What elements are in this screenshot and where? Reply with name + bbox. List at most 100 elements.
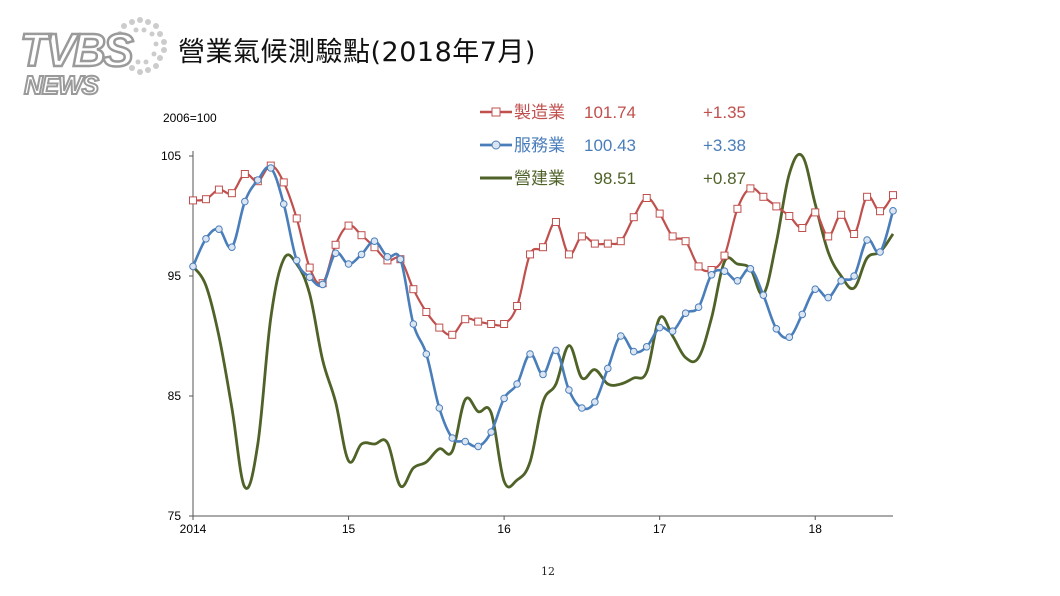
data-point bbox=[694, 303, 703, 312]
data-point bbox=[461, 315, 470, 324]
x-tick-label: 15 bbox=[342, 522, 356, 536]
data-point bbox=[720, 267, 729, 276]
data-point bbox=[240, 170, 249, 178]
data-point bbox=[201, 195, 210, 204]
data-point bbox=[798, 310, 807, 319]
data-point bbox=[889, 191, 897, 200]
data-point bbox=[785, 333, 794, 342]
data-point bbox=[681, 309, 690, 318]
data-point bbox=[227, 189, 236, 198]
data-point bbox=[772, 325, 781, 333]
data-point bbox=[474, 442, 482, 451]
legend-marker bbox=[491, 107, 501, 117]
page-title: 營業氣候測驗點(2018年7月) bbox=[178, 37, 536, 68]
data-point bbox=[824, 232, 833, 241]
data-point bbox=[551, 218, 560, 226]
data-point bbox=[850, 272, 858, 280]
data-point bbox=[876, 248, 884, 256]
data-point bbox=[241, 197, 249, 206]
data-point bbox=[370, 237, 379, 245]
legend-item: 營建業 98.51 +0.87 bbox=[480, 169, 746, 189]
y-tick-label: 85 bbox=[168, 389, 182, 403]
data-point bbox=[837, 277, 845, 285]
data-point bbox=[759, 291, 768, 300]
data-point bbox=[603, 239, 612, 248]
data-point bbox=[863, 236, 871, 244]
data-point bbox=[876, 207, 885, 216]
y-tick-label: 105 bbox=[161, 149, 181, 163]
data-point bbox=[526, 350, 534, 358]
data-point bbox=[383, 252, 392, 261]
data-point bbox=[487, 428, 495, 436]
legend-item: 製造業 101.74 +1.35 bbox=[480, 103, 746, 123]
data-point bbox=[850, 230, 859, 238]
legend-change: +3.38 bbox=[703, 136, 746, 155]
x-tick-label: 17 bbox=[653, 522, 667, 536]
data-point bbox=[344, 260, 353, 268]
data-point bbox=[837, 210, 846, 219]
data-point bbox=[772, 202, 781, 211]
data-point bbox=[228, 243, 236, 251]
data-point bbox=[202, 235, 210, 243]
data-point bbox=[513, 380, 521, 388]
data-point bbox=[655, 323, 664, 332]
data-point bbox=[292, 214, 301, 223]
data-point bbox=[616, 237, 625, 246]
data-point bbox=[746, 184, 755, 193]
data-point bbox=[811, 285, 820, 294]
data-point bbox=[539, 370, 547, 379]
chart-axes: 75 85 95 105 2014 15 16 17 18 2006=100 bbox=[161, 111, 893, 536]
logo-subtext: NEWS bbox=[24, 70, 100, 100]
data-point bbox=[461, 437, 470, 446]
data-point bbox=[331, 249, 340, 257]
data-point bbox=[681, 237, 690, 246]
data-point bbox=[578, 404, 586, 412]
legend-name: 製造業 bbox=[514, 103, 565, 123]
data-point bbox=[500, 320, 509, 328]
data-point bbox=[435, 404, 444, 412]
data-point bbox=[863, 192, 872, 201]
data-point bbox=[215, 225, 223, 233]
data-point bbox=[590, 239, 599, 248]
data-point bbox=[474, 317, 483, 326]
data-point bbox=[435, 323, 444, 332]
data-point bbox=[214, 185, 223, 194]
data-point bbox=[254, 176, 262, 184]
data-point bbox=[357, 231, 366, 240]
data-point bbox=[629, 213, 638, 222]
data-point bbox=[318, 280, 327, 289]
data-point bbox=[448, 434, 457, 442]
chart-series bbox=[189, 152, 897, 490]
data-point bbox=[331, 240, 340, 249]
data-point bbox=[357, 250, 366, 259]
data-point bbox=[655, 209, 664, 218]
x-tick-label: 16 bbox=[497, 522, 511, 536]
data-point bbox=[642, 194, 651, 202]
data-point bbox=[746, 265, 755, 273]
data-point bbox=[720, 251, 729, 260]
data-point bbox=[487, 320, 496, 328]
data-point bbox=[564, 250, 573, 259]
data-point bbox=[798, 224, 807, 232]
data-point bbox=[759, 192, 768, 201]
legend-change: +0.87 bbox=[703, 169, 746, 188]
data-point bbox=[409, 320, 418, 328]
x-tick-label: 18 bbox=[809, 522, 823, 536]
y-tick-label: 75 bbox=[168, 509, 182, 523]
data-point bbox=[448, 330, 457, 339]
legend-name: 服務業 bbox=[514, 136, 565, 156]
y-tick-label: 95 bbox=[168, 269, 182, 283]
data-point bbox=[266, 164, 275, 172]
logo-dots bbox=[117, 17, 167, 75]
legend-value: 98.51 bbox=[593, 169, 636, 188]
tvbs-news-logo: TVBS NEWS bbox=[19, 17, 167, 100]
series-line bbox=[191, 152, 895, 490]
data-point bbox=[707, 271, 716, 279]
y-axis-label: 2006=100 bbox=[163, 111, 217, 125]
data-point bbox=[629, 347, 638, 356]
data-point bbox=[565, 386, 573, 394]
data-point bbox=[785, 212, 794, 220]
data-point bbox=[279, 178, 288, 187]
data-point bbox=[604, 364, 612, 373]
